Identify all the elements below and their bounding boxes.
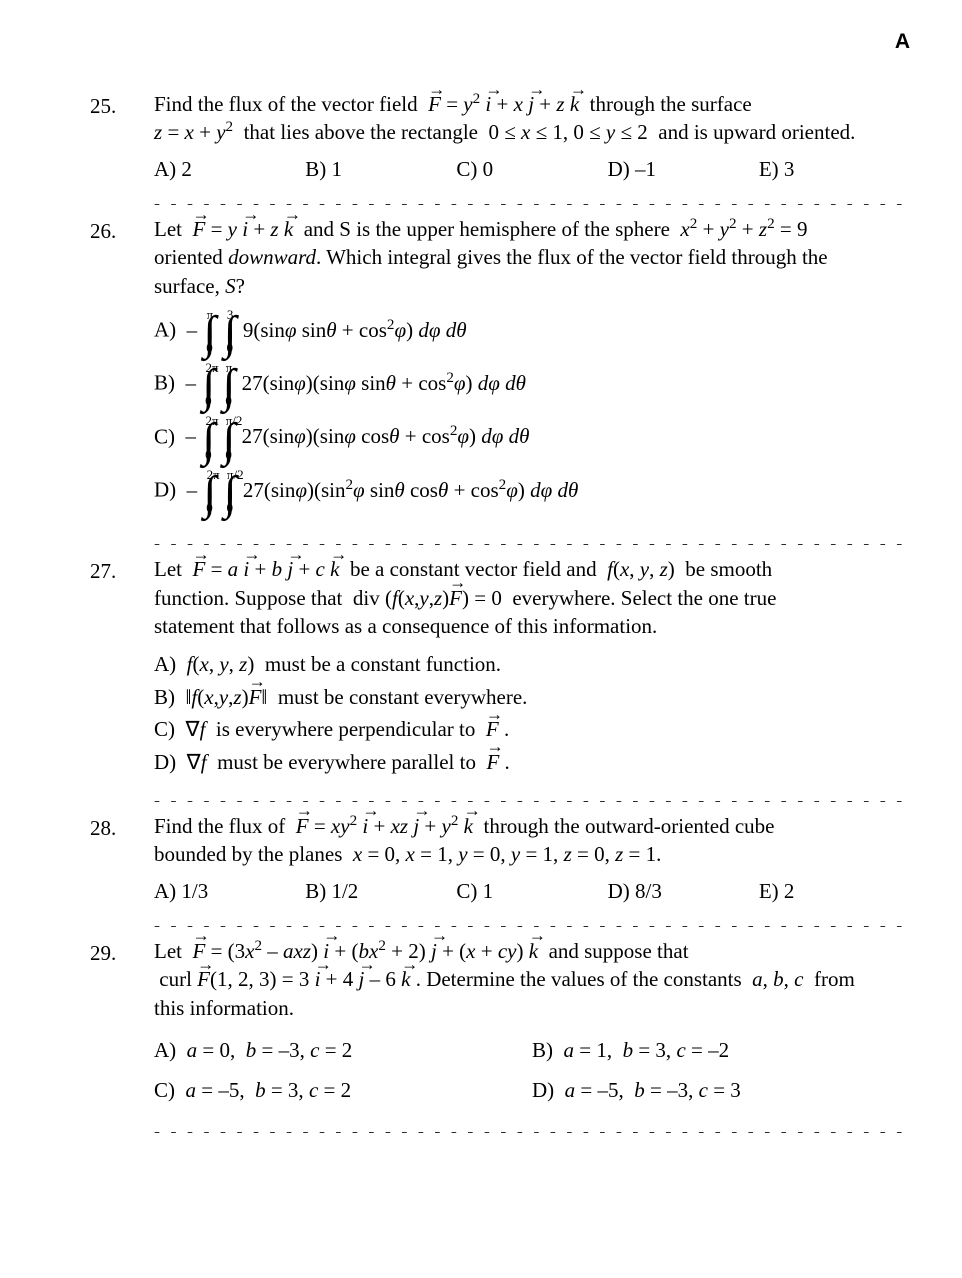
q26-line3: surface, S? [154,274,245,298]
q27-choice-b: B) ‖f(x,y,z)F‖ must be constant everywhe… [154,683,910,711]
question-29: 29. Let F = (3x2 – axz) i + (bx2 + 2) j … [90,937,910,1111]
q26-number: 26. [90,215,154,245]
q28-line1: Find the flux of F = xy2 i + xz j + y2 k… [154,814,774,838]
q29-body: Let F = (3x2 – axz) i + (bx2 + 2) j + (x… [154,937,910,1111]
q25-choices: A) 2 B) 1 C) 0 D) –1 E) 3 [154,155,910,183]
content-area: 25. Find the flux of the vector field F … [90,90,910,1143]
q27-choice-d: D) ∇f must be everywhere parallel to F . [154,748,910,776]
question-25: 25. Find the flux of the vector field F … [90,90,910,183]
q29-choice-c: C) a = –5, b = 3, c = 2 [154,1076,532,1104]
q28-line2: bounded by the planes x = 0, x = 1, y = … [154,842,661,866]
q28-choice-e: E) 2 [759,877,910,905]
q26-line1: Let F = y i + z k and S is the upper hem… [154,217,807,241]
q28-choice-a: A) 1/3 [154,877,305,905]
q29-text: Let F = (3x2 – axz) i + (bx2 + 2) j + (x… [154,937,910,1022]
question-27: 27. Let F = a i + b j + c k be a constan… [90,555,910,779]
q27-line2: function. Suppose that div (f(x,y,z)F) =… [154,586,776,610]
q25-choice-d: D) –1 [608,155,759,183]
q29-choices: A) a = 0, b = –3, c = 2 B) a = 1, b = 3,… [154,1030,910,1111]
q26-choice-b: B) – 2π∫0 π∫0 27(sinφ)(sinφ sinθ + cos2φ… [154,363,910,406]
q27-number: 27. [90,555,154,585]
page-label: A [895,28,910,56]
q25-choice-a: A) 2 [154,155,305,183]
q28-choice-c: C) 1 [456,877,607,905]
q25-body: Find the flux of the vector field F = y2… [154,90,910,183]
q26-line2: oriented downward. Which integral gives … [154,245,828,269]
q25-text: Find the flux of the vector field F = y2… [154,90,910,147]
q27-choice-c: C) ∇f is everywhere perpendicular to F . [154,715,910,743]
q27-body: Let F = a i + b j + c k be a constant ve… [154,555,910,779]
separator: - - - - - - - - - - - - - - - - - - - - … [154,788,910,802]
question-26: 26. Let F = y i + z k and S is the upper… [90,215,910,523]
q26-text: Let F = y i + z k and S is the upper hem… [154,215,910,300]
separator: - - - - - - - - - - - - - - - - - - - - … [154,1119,910,1133]
q29-choice-a: A) a = 0, b = –3, c = 2 [154,1036,532,1064]
q25-choice-e: E) 3 [759,155,910,183]
q27-line3: statement that follows as a consequence … [154,614,657,638]
q27-choices: A) f(x, y, z) must be a constant functio… [154,650,910,775]
q26-choice-a: A) – π∫0 3∫0 9(sinφ sinθ + cos2φ) dφ dθ [154,310,910,353]
q26-choices: A) – π∫0 3∫0 9(sinφ sinθ + cos2φ) dφ dθ … [154,310,910,513]
separator: - - - - - - - - - - - - - - - - - - - - … [154,191,910,205]
q29-line3: this information. [154,996,294,1020]
q28-text: Find the flux of F = xy2 i + xz j + y2 k… [154,812,910,869]
q28-choices: A) 1/3 B) 1/2 C) 1 D) 8/3 E) 2 [154,877,910,905]
q29-choice-b: B) a = 1, b = 3, c = –2 [532,1036,910,1064]
q25-number: 25. [90,90,154,120]
q27-choice-a: A) f(x, y, z) must be a constant functio… [154,650,910,678]
q28-choice-b: B) 1/2 [305,877,456,905]
q29-line1: Let F = (3x2 – axz) i + (bx2 + 2) j + (x… [154,939,689,963]
q25-choice-b: B) 1 [305,155,456,183]
q27-text: Let F = a i + b j + c k be a constant ve… [154,555,910,640]
q26-body: Let F = y i + z k and S is the upper hem… [154,215,910,523]
q25-line1: Find the flux of the vector field F = y2… [154,92,752,116]
q28-body: Find the flux of F = xy2 i + xz j + y2 k… [154,812,910,905]
q29-choice-d: D) a = –5, b = –3, c = 3 [532,1076,910,1104]
q29-line2: curl F(1, 2, 3) = 3 i + 4 j – 6 k . Dete… [154,967,855,991]
q26-choice-c: C) – 2π∫0 π/2∫0 27(sinφ)(sinφ cosθ + cos… [154,417,910,460]
separator: - - - - - - - - - - - - - - - - - - - - … [154,531,910,545]
question-28: 28. Find the flux of F = xy2 i + xz j + … [90,812,910,905]
q28-number: 28. [90,812,154,842]
q26-choice-d: D) – 2π∫0 π/2∫0 27(sinφ)(sin2φ sinθ cosθ… [154,470,910,513]
q29-number: 29. [90,937,154,967]
q25-line2: z = x + y2 that lies above the rectangle… [154,120,855,144]
q25-choice-c: C) 0 [456,155,607,183]
q28-choice-d: D) 8/3 [608,877,759,905]
